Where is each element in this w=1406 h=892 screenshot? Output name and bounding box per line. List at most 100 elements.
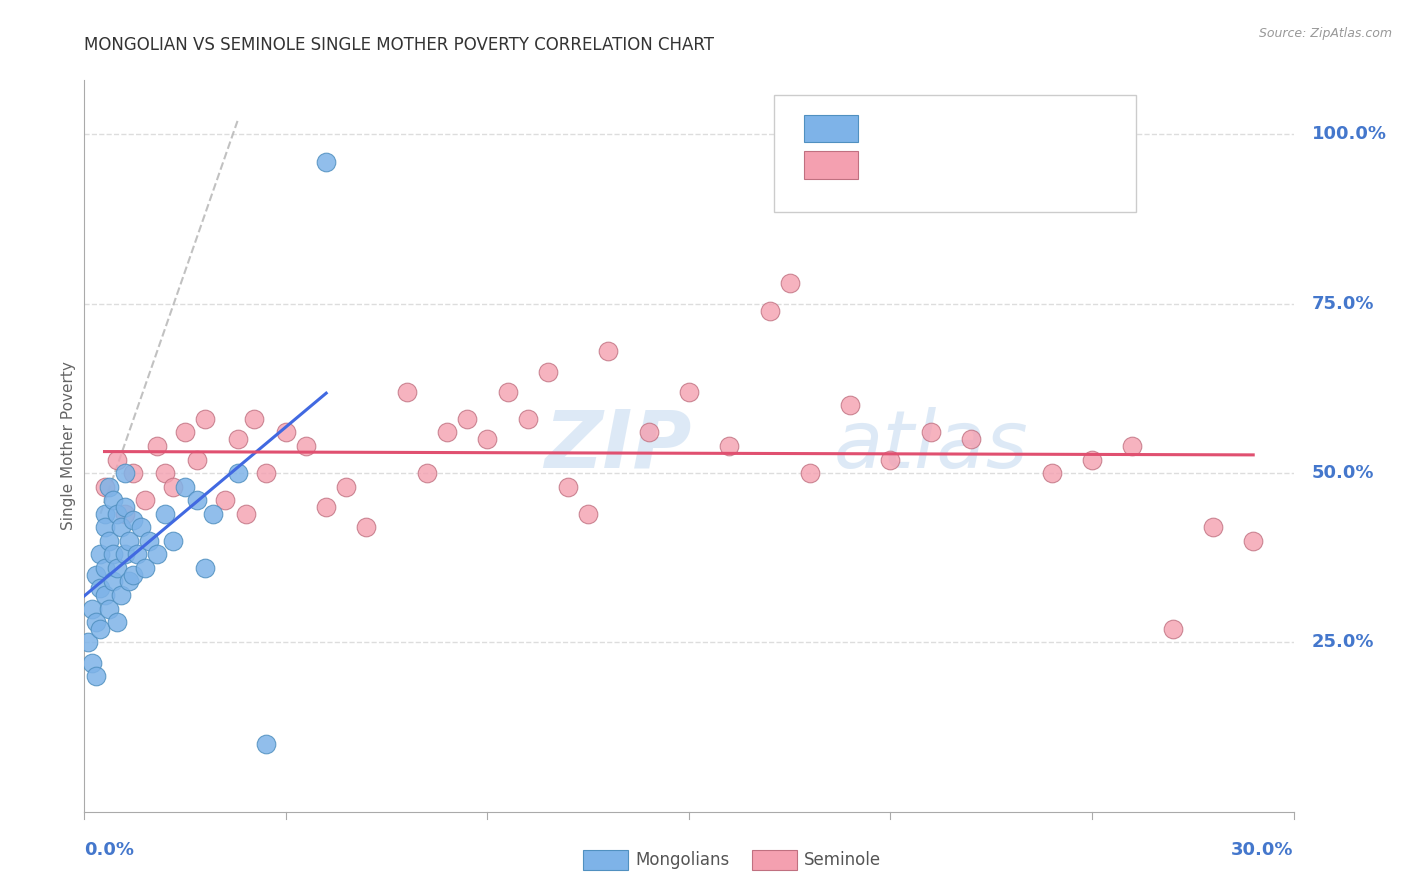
Point xyxy=(186,452,208,467)
Point xyxy=(758,303,780,318)
Point xyxy=(1161,622,1184,636)
Point xyxy=(86,669,108,683)
Point xyxy=(1040,466,1063,480)
Point xyxy=(105,452,128,467)
Point xyxy=(416,466,439,480)
Point xyxy=(174,425,197,440)
Point xyxy=(125,547,148,561)
Point xyxy=(89,622,111,636)
Point xyxy=(93,507,115,521)
Point xyxy=(77,635,100,649)
Point xyxy=(114,507,136,521)
Point xyxy=(395,384,418,399)
Point xyxy=(202,507,225,521)
Point xyxy=(86,615,108,629)
Point xyxy=(129,520,152,534)
Point xyxy=(315,500,337,514)
Point xyxy=(960,432,983,446)
Text: Mongolians: Mongolians xyxy=(636,851,730,869)
Point xyxy=(214,493,236,508)
Point xyxy=(235,507,257,521)
Text: 50.0%: 50.0% xyxy=(1312,464,1374,482)
Point xyxy=(295,439,318,453)
Point xyxy=(315,154,337,169)
Point xyxy=(226,466,249,480)
Text: R = 0.428    N = 45: R = 0.428 N = 45 xyxy=(873,120,1063,137)
Point xyxy=(93,561,115,575)
Text: Seminole: Seminole xyxy=(804,851,882,869)
Point xyxy=(274,425,297,440)
Point xyxy=(101,493,124,508)
Y-axis label: Single Mother Poverty: Single Mother Poverty xyxy=(60,361,76,531)
Text: 25.0%: 25.0% xyxy=(1312,633,1374,651)
Point xyxy=(82,656,104,670)
Point xyxy=(576,507,599,521)
Text: 0.0%: 0.0% xyxy=(84,841,135,859)
Point xyxy=(226,432,249,446)
Point xyxy=(194,561,217,575)
Text: 75.0%: 75.0% xyxy=(1312,294,1374,313)
Point xyxy=(194,412,217,426)
FancyBboxPatch shape xyxy=(804,152,858,179)
Point xyxy=(121,466,143,480)
Point xyxy=(1241,533,1264,548)
Point xyxy=(254,737,277,751)
Text: 30.0%: 30.0% xyxy=(1232,841,1294,859)
Point xyxy=(153,507,176,521)
Point xyxy=(134,561,156,575)
Point xyxy=(138,533,160,548)
Point xyxy=(93,480,115,494)
Point xyxy=(162,480,184,494)
Point xyxy=(105,561,128,575)
Point xyxy=(477,432,499,446)
Point xyxy=(114,500,136,514)
Point xyxy=(637,425,659,440)
Point xyxy=(879,452,901,467)
Point xyxy=(101,547,124,561)
Text: 100.0%: 100.0% xyxy=(1312,126,1386,144)
Point xyxy=(105,615,128,629)
Point xyxy=(146,547,169,561)
Point xyxy=(254,466,277,480)
Point xyxy=(799,466,821,480)
Point xyxy=(1121,439,1143,453)
Point xyxy=(436,425,458,440)
Point xyxy=(779,277,801,291)
Point xyxy=(335,480,357,494)
Point xyxy=(186,493,208,508)
Point xyxy=(101,574,124,589)
Point xyxy=(1202,520,1225,534)
Point xyxy=(114,466,136,480)
Point xyxy=(121,514,143,528)
Point xyxy=(93,520,115,534)
Point xyxy=(93,588,115,602)
Point xyxy=(97,533,120,548)
Point xyxy=(920,425,942,440)
Point xyxy=(121,567,143,582)
Point xyxy=(97,601,120,615)
Point xyxy=(1081,452,1104,467)
Point xyxy=(718,439,741,453)
Point xyxy=(537,364,560,378)
Point xyxy=(114,547,136,561)
Point xyxy=(134,493,156,508)
Text: ZIP: ZIP xyxy=(544,407,692,485)
Point xyxy=(557,480,579,494)
Point xyxy=(118,533,141,548)
Point xyxy=(678,384,700,399)
Point xyxy=(146,439,169,453)
Point xyxy=(86,567,108,582)
Text: atlas: atlas xyxy=(834,407,1029,485)
FancyBboxPatch shape xyxy=(773,95,1136,212)
Point xyxy=(105,507,128,521)
Text: MONGOLIAN VS SEMINOLE SINGLE MOTHER POVERTY CORRELATION CHART: MONGOLIAN VS SEMINOLE SINGLE MOTHER POVE… xyxy=(84,36,714,54)
Point xyxy=(174,480,197,494)
Text: R = 0.223    N = 48: R = 0.223 N = 48 xyxy=(873,156,1063,174)
FancyBboxPatch shape xyxy=(804,115,858,143)
Point xyxy=(839,398,862,412)
Point xyxy=(97,480,120,494)
Point xyxy=(89,581,111,595)
Point xyxy=(162,533,184,548)
Point xyxy=(89,547,111,561)
Point xyxy=(598,344,620,359)
